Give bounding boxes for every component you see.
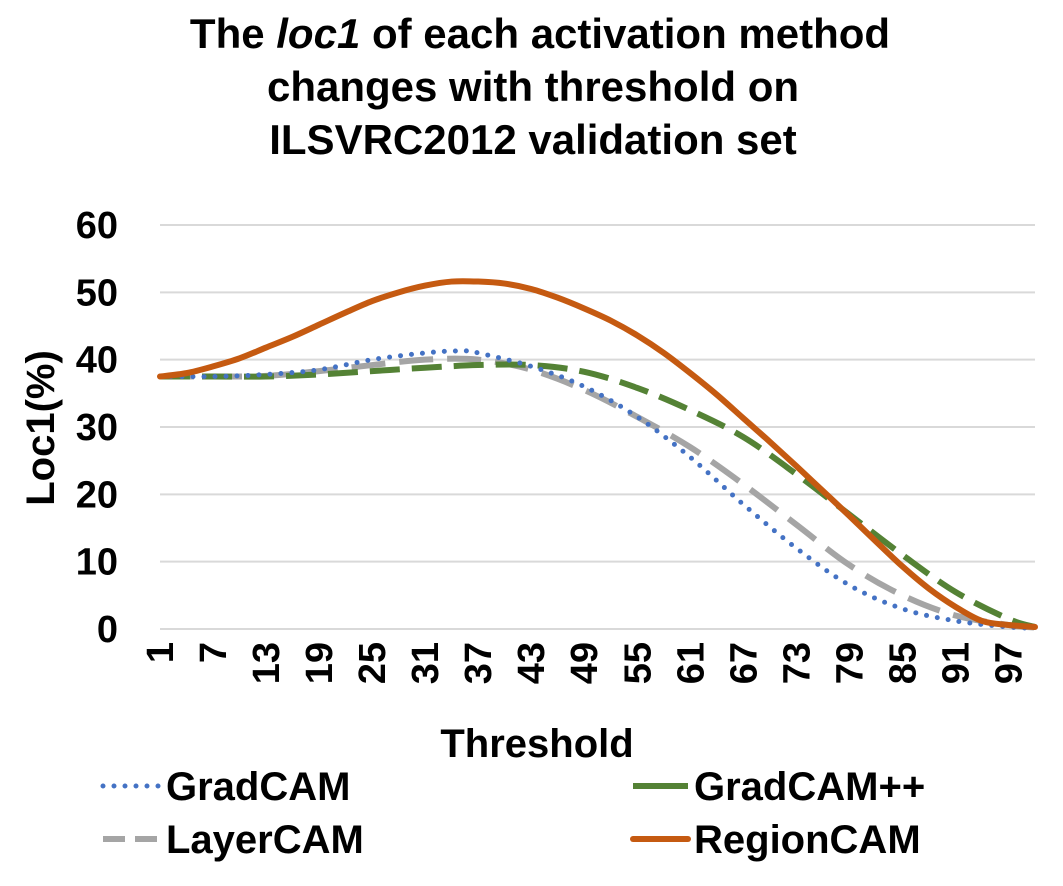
- chart-title-line1-italic: loc1: [276, 10, 360, 57]
- x-axis-tick-labels: 1 7 13 19 25 31 37 43 49 55 61 67 73 79 85 91 97: [140, 642, 1030, 684]
- chart-title-line2: changes with threshold on: [267, 63, 799, 110]
- x-tick-label: 61: [670, 642, 712, 684]
- x-tick-label: 25: [352, 642, 394, 684]
- x-tick-label: 97: [988, 642, 1030, 684]
- x-tick-label: 73: [776, 642, 818, 684]
- legend-label-regioncam: RegionCAM: [694, 818, 921, 862]
- series-line-layercam: [159, 355, 1036, 631]
- x-tick-label: 49: [564, 642, 606, 684]
- chart-title-line1: The loc1 of each activation method: [190, 10, 890, 57]
- y-tick-label: 10: [76, 542, 118, 584]
- legend: GradCAM GradCAM++ LayerCAM RegionCAM: [100, 765, 925, 862]
- x-tick-label: 43: [511, 642, 553, 684]
- y-tick-label: 0: [97, 609, 118, 651]
- chart-title: The loc1 of each activation method chang…: [190, 10, 890, 163]
- chart-title-line1-post: of each activation method: [360, 10, 890, 57]
- x-tick-label: 79: [829, 642, 871, 684]
- chart-title-line1-pre: The: [190, 10, 276, 57]
- x-tick-label: 31: [405, 642, 447, 684]
- x-tick-label: 1: [140, 642, 182, 663]
- y-tick-label: 20: [76, 474, 118, 516]
- x-tick-label: 13: [246, 642, 288, 684]
- gridlines: [160, 224, 1035, 630]
- x-tick-label: 91: [935, 642, 977, 684]
- x-tick-label: 19: [299, 642, 341, 684]
- y-axis-title: Loc1(%): [19, 350, 63, 506]
- series-line-gradcamplusplus: [160, 361, 1036, 630]
- x-tick-label: 37: [458, 642, 500, 684]
- x-tick-label: 67: [723, 642, 765, 684]
- x-axis-title: Threshold: [440, 722, 633, 766]
- x-tick-label: 55: [617, 642, 659, 684]
- y-tick-label: 30: [76, 407, 118, 449]
- series-line-regioncam: [157, 278, 1038, 630]
- series-line-gradcam: [157, 348, 1038, 631]
- legend-label-layercam: LayerCAM: [166, 818, 364, 862]
- legend-label-gradcam: GradCAM: [166, 765, 350, 809]
- series-lines: [157, 278, 1038, 631]
- x-tick-label: 7: [193, 642, 235, 663]
- y-axis-tick-labels: 0 10 20 30 40 50 60: [76, 205, 118, 651]
- x-tick-label: 85: [882, 642, 924, 684]
- y-tick-label: 40: [76, 340, 118, 382]
- chart-title-line3: ILSVRC2012 validation set: [269, 116, 797, 163]
- y-tick-label: 60: [76, 205, 118, 247]
- legend-label-gradcamplusplus: GradCAM++: [694, 765, 925, 809]
- y-tick-label: 50: [76, 272, 118, 314]
